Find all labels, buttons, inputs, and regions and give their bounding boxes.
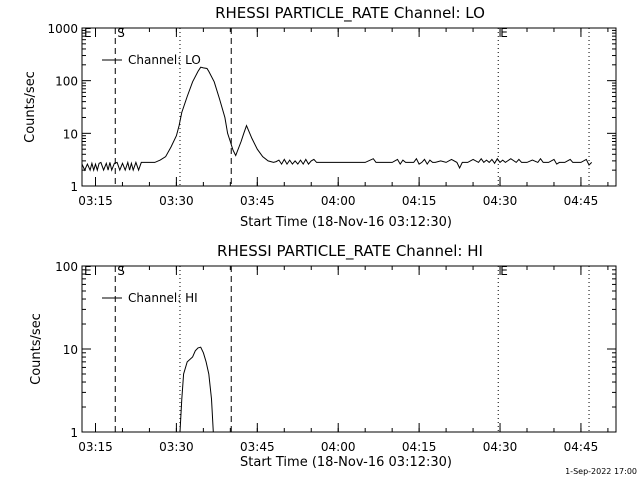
- event-marker-label: E: [500, 264, 508, 278]
- event-marker-label: E: [84, 26, 92, 40]
- chart-title-hi: RHESSI PARTICLE_RATE Channel: HI: [217, 242, 483, 261]
- y-tick-label: 10: [63, 343, 78, 357]
- footer-timestamp: 1-Sep-2022 17:00: [565, 467, 637, 476]
- chart-title-lo: RHESSI PARTICLE_RATE Channel: LO: [215, 4, 485, 23]
- x-tick-label: 04:45: [564, 194, 599, 208]
- x-axis-label-hi: Start Time (18-Nov-16 03:12:30): [240, 455, 452, 470]
- x-tick-label: 03:45: [240, 440, 275, 454]
- y-tick-label: 100: [55, 260, 78, 274]
- legend-label-lo: Channel: LO: [128, 53, 201, 67]
- y-tick-label: 1: [70, 180, 78, 194]
- y-axis-label-lo: Counts/sec: [23, 71, 38, 143]
- x-tick-label: 04:15: [402, 440, 437, 454]
- y-tick-label: 10: [63, 127, 78, 141]
- y-tick-label: 1000: [47, 22, 78, 36]
- panel-lo: RHESSI PARTICLE_RATE Channel: LO E S E 1 10…: [23, 4, 617, 230]
- series-line-lo: [81, 66, 593, 172]
- legend-lo: Channel: LO: [102, 53, 201, 67]
- x-tick-label: 03:30: [159, 440, 194, 454]
- x-tick-label: 04:00: [321, 194, 356, 208]
- y-axis-label-hi: Counts/sec: [29, 313, 44, 385]
- event-marker-label: S: [117, 26, 125, 40]
- y-axis-hi: 1 10 100: [55, 260, 616, 440]
- x-axis-hi: 03:15 03:30 03:45 04:00 04:15 04:30 04:45: [78, 266, 609, 454]
- x-tick-label: 04:45: [564, 440, 599, 454]
- event-marker-label: S: [117, 264, 125, 278]
- event-marker-label: E: [500, 26, 508, 40]
- y-tick-label: 1: [70, 426, 78, 440]
- panel-hi: RHESSI PARTICLE_RATE Channel: HI E S E 1 10…: [29, 242, 617, 470]
- event-marker-label: E: [84, 264, 92, 278]
- x-tick-label: 04:30: [483, 440, 518, 454]
- x-axis-lo: 03:15 03:30 03:45 04:00 04:15 04:30 04:45: [78, 28, 609, 208]
- plot-frame-lo: [81, 27, 617, 187]
- x-tick-label: 04:30: [483, 194, 518, 208]
- legend-label-hi: Channel: HI: [128, 291, 198, 305]
- x-tick-label: 03:15: [78, 194, 113, 208]
- series-line-hi: [179, 346, 214, 433]
- x-axis-label-lo: Start Time (18-Nov-16 03:12:30): [240, 215, 452, 230]
- x-tick-label: 03:30: [159, 194, 194, 208]
- legend-hi: Channel: HI: [102, 291, 198, 305]
- y-axis-lo: 1 10 100 1000: [47, 22, 616, 194]
- x-tick-label: 04:00: [321, 440, 356, 454]
- x-tick-label: 03:45: [240, 194, 275, 208]
- x-tick-label: 03:15: [78, 440, 113, 454]
- y-tick-label: 100: [55, 75, 78, 89]
- x-tick-label: 04:15: [402, 194, 437, 208]
